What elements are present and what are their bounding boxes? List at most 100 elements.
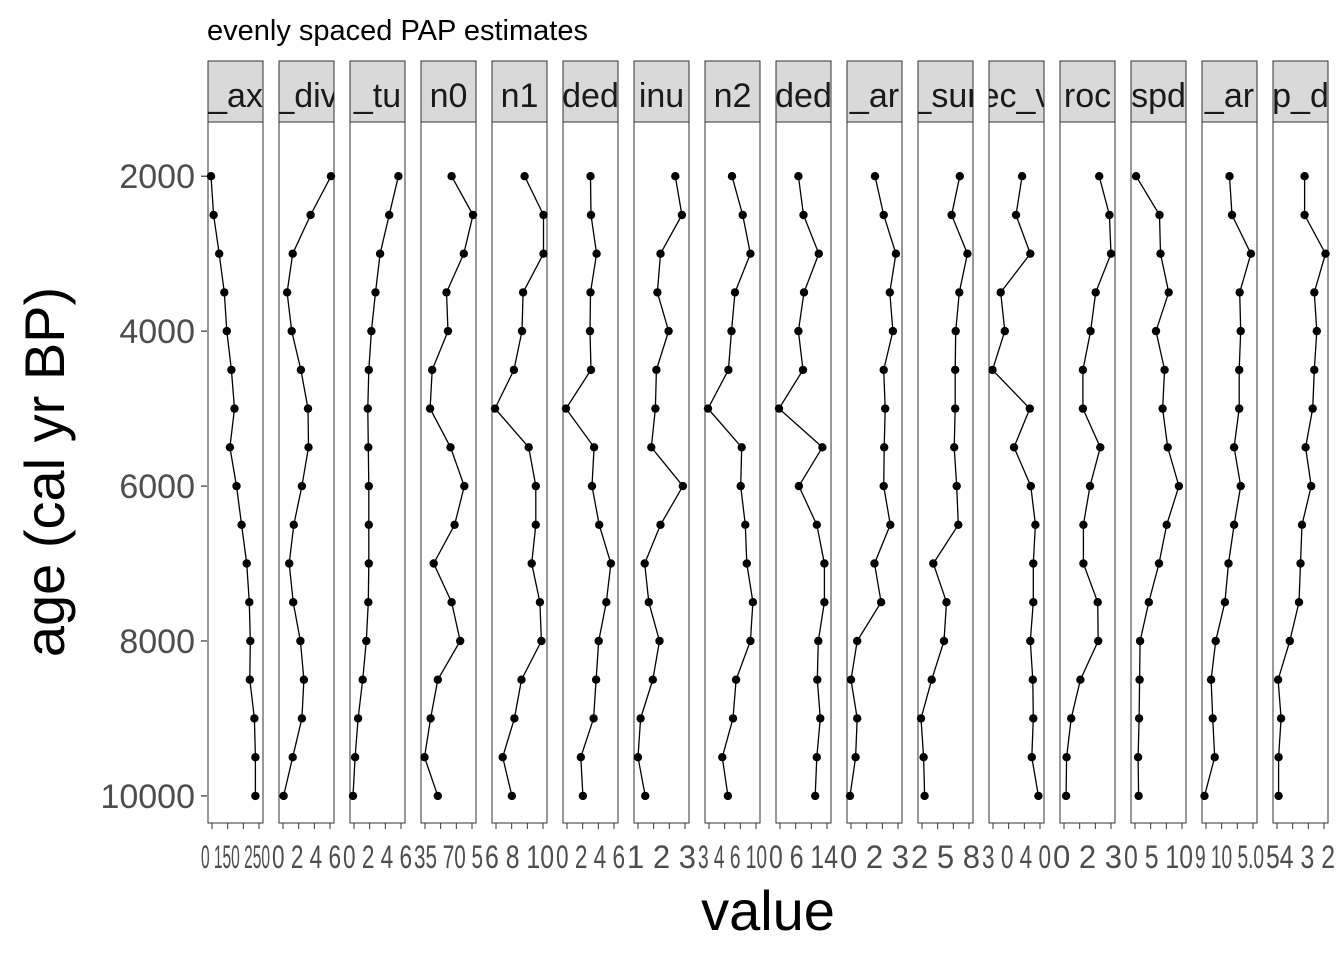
data-point — [1154, 559, 1164, 568]
y-axis-title: age (cal yr BP) — [13, 287, 76, 657]
facet-panel: p_d 54 3 2 — [1266, 60, 1335, 875]
facet-strip-label: _ar — [849, 77, 899, 115]
facet-strip-label: inu — [639, 77, 684, 115]
data-point — [288, 249, 297, 258]
data-point — [1208, 714, 1217, 723]
data-point — [1310, 365, 1319, 375]
panel-border — [704, 121, 761, 824]
data-point — [561, 404, 571, 413]
data-point — [364, 365, 373, 375]
facet-strip — [278, 60, 335, 123]
data-point — [1235, 288, 1244, 297]
facet-panel: ded 0 6 14 — [769, 60, 838, 875]
panel-border — [1272, 121, 1329, 824]
facet-strip — [1059, 60, 1116, 123]
facet-strip-label: _sur — [911, 77, 978, 115]
data-point — [648, 675, 657, 684]
data-point — [537, 636, 546, 646]
data-point — [1133, 753, 1143, 762]
data-point — [433, 675, 442, 684]
x-tick-labels: 54 3 2 — [1266, 839, 1335, 875]
data-point — [1200, 791, 1209, 801]
y-tick-label: 4000 — [119, 313, 195, 351]
facet-strip-label: spd — [1131, 77, 1186, 115]
data-point — [820, 598, 829, 607]
data-point — [468, 210, 478, 220]
data-point — [507, 791, 517, 801]
data-point — [951, 365, 960, 375]
data-point — [736, 481, 745, 491]
data-point — [1274, 791, 1283, 801]
data-point — [950, 443, 959, 452]
x-tick-labels: 9 10 5.0 — [1195, 839, 1264, 875]
data-point — [1079, 559, 1088, 568]
data-point — [1093, 598, 1102, 607]
data-point — [929, 559, 938, 568]
facet-strip-label: roc — [1064, 77, 1111, 115]
data-point — [518, 288, 528, 297]
series-line — [707, 176, 754, 796]
data-point — [1034, 791, 1043, 801]
data-point — [1086, 326, 1095, 336]
data-point — [306, 210, 315, 220]
data-point — [358, 675, 367, 684]
data-point — [1029, 598, 1038, 607]
data-point — [652, 365, 661, 375]
data-point — [539, 210, 548, 220]
data-point — [1235, 404, 1244, 413]
data-point — [1310, 288, 1319, 297]
data-point — [232, 481, 241, 491]
data-point — [602, 598, 611, 607]
data-point — [1029, 714, 1038, 723]
facet-strip — [704, 60, 761, 123]
data-point — [731, 675, 741, 684]
data-point — [1160, 365, 1169, 375]
data-point — [1028, 675, 1038, 684]
data-point — [592, 249, 601, 258]
data-point — [1297, 520, 1307, 529]
data-point — [955, 172, 964, 181]
facet-panel: _ar 9 10 5.0 — [1195, 60, 1264, 875]
data-point — [362, 636, 371, 646]
facet-panel: roc 0 2 3 — [1053, 60, 1122, 875]
data-point — [446, 443, 455, 452]
data-point — [245, 675, 254, 684]
data-point — [296, 636, 305, 646]
panel-border — [917, 121, 974, 824]
data-point — [517, 326, 527, 336]
data-point — [641, 791, 650, 801]
data-point — [251, 791, 260, 801]
data-point — [420, 753, 429, 762]
data-point — [1061, 791, 1071, 801]
data-point — [250, 714, 259, 723]
x-tick-labels: 0 2 4 6 — [343, 839, 412, 875]
data-point — [576, 753, 585, 762]
panel-border — [278, 121, 335, 824]
data-point — [1011, 210, 1021, 220]
data-point — [879, 365, 888, 375]
x-tick-labels: 0 6 14 — [769, 839, 838, 875]
panel-border — [1201, 121, 1258, 824]
data-point — [664, 326, 673, 336]
facet-strip-label: _ax — [207, 77, 263, 115]
data-point — [1134, 791, 1143, 801]
data-point — [920, 791, 929, 801]
data-point — [955, 288, 964, 297]
x-tick-labels: 3 4 6 10 — [698, 839, 767, 875]
data-point — [1300, 210, 1309, 220]
data-point — [703, 404, 713, 413]
y-tick-label: 10000 — [100, 778, 195, 816]
data-point — [799, 210, 808, 220]
facet-panel: inu 1 2 3 — [627, 60, 696, 875]
data-point — [814, 249, 823, 258]
data-point — [633, 753, 643, 762]
panel-border — [349, 121, 406, 824]
y-tick-label: 6000 — [119, 468, 195, 506]
series-line — [1277, 176, 1327, 796]
data-point — [1017, 172, 1027, 181]
data-point — [1135, 636, 1145, 646]
data-point — [647, 443, 656, 452]
data-point — [879, 481, 888, 491]
data-point — [671, 172, 680, 181]
data-point — [853, 636, 862, 646]
